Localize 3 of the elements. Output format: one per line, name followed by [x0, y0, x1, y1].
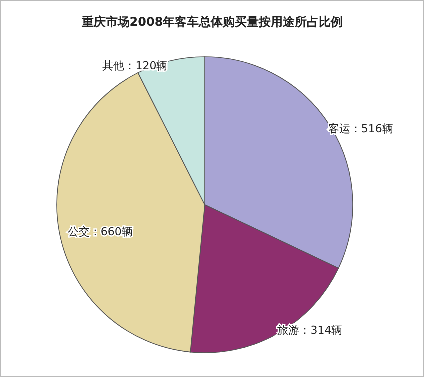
- slice-label: 公交：660辆: [68, 225, 133, 238]
- slice-label: 其他：120辆: [102, 59, 168, 72]
- chart-title: 重庆市场2008年客车总体购买量按用途所占比例: [80, 15, 344, 29]
